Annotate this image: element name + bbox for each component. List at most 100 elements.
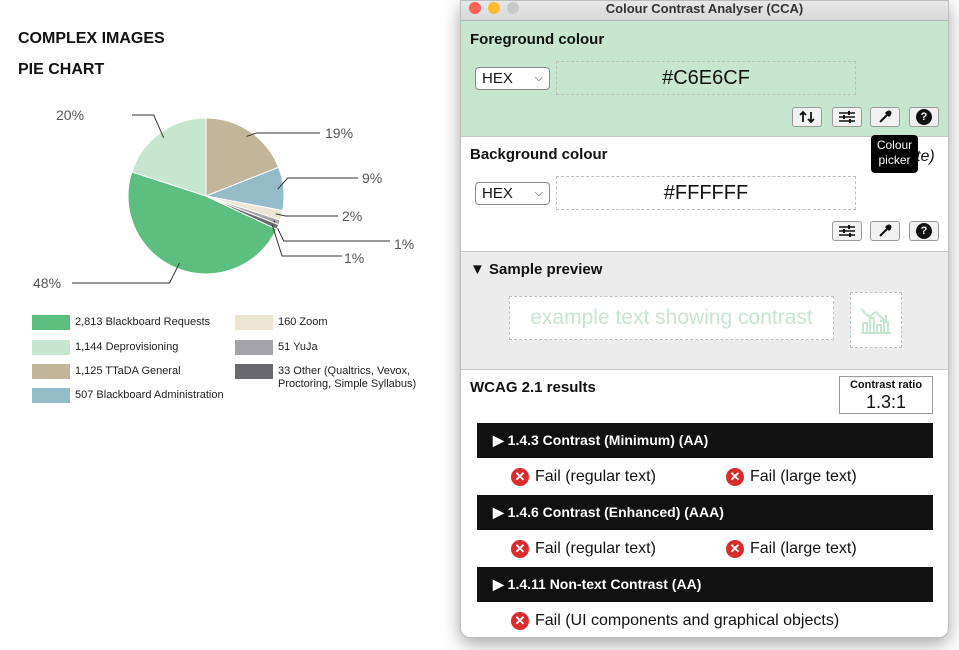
- swap-colours-button[interactable]: [792, 107, 822, 127]
- leader-line: [246, 132, 320, 137]
- help-icon: ?: [916, 223, 932, 239]
- legend-label: 51 YuJa: [278, 341, 318, 353]
- result-text: Fail (regular text): [535, 468, 656, 485]
- cca-window: Colour Contrast Analyser (CCA) Foregroun…: [460, 0, 949, 638]
- legend-item: 160 Zoom: [235, 315, 328, 330]
- leader-line: [273, 220, 390, 242]
- legend-label: 507 Blackboard Administration: [75, 389, 224, 401]
- window-title: Colour Contrast Analyser (CCA): [605, 1, 804, 16]
- foreground-section: Foreground colour HEX ⌵ #C6E6CF ?: [461, 21, 948, 137]
- legend-label: 33 Other (Qualtrics, Vevox,: [278, 365, 411, 377]
- foreground-colour-picker-button[interactable]: [870, 107, 900, 127]
- sample-graphic-preview: [850, 292, 902, 348]
- slice-label: 19%: [325, 125, 353, 141]
- result-text: Fail (large text): [750, 468, 857, 485]
- result-item: ✕ Fail (UI components and graphical objec…: [511, 612, 839, 630]
- zoom-window-button[interactable]: [507, 2, 519, 14]
- legend-swatch: [32, 315, 70, 330]
- partial-hidden-text: te): [916, 148, 935, 165]
- slice-label: 1%: [344, 250, 364, 266]
- background-title: Background colour: [470, 146, 608, 163]
- pie-slice: [205, 195, 280, 230]
- leader-line: [271, 224, 342, 257]
- legend-item: 507 Blackboard Administration: [32, 388, 224, 403]
- wcag-title: WCAG 2.1 results: [470, 379, 596, 396]
- fail-icon: ✕: [511, 540, 529, 558]
- pie-slice: [127, 171, 278, 275]
- slice-label: 9%: [362, 170, 382, 186]
- format-value: HEX: [482, 185, 513, 202]
- legend-label: 160 Zoom: [278, 316, 328, 328]
- colour-picker-tooltip: Colour picker: [871, 135, 918, 173]
- background-help-button[interactable]: ?: [909, 221, 939, 241]
- background-hex-input[interactable]: #FFFFFF: [556, 176, 856, 210]
- pie-slice: [205, 117, 280, 197]
- leader-line: [72, 262, 180, 284]
- chevron-down-icon: ⌵: [534, 187, 543, 199]
- criterion-1-4-11-toggle[interactable]: ▶ 1.4.11 Non-text Contrast (AA): [477, 567, 933, 602]
- fail-icon: ✕: [511, 612, 529, 630]
- legend-item: 2,813 Blackboard Requests: [32, 315, 211, 330]
- legend-item: 1,144 Deprovisioning: [32, 340, 179, 355]
- slice-label: 2%: [342, 208, 362, 224]
- legend-swatch: [235, 315, 273, 330]
- eyedropper-icon: [879, 110, 892, 123]
- result-text: Fail (large text): [750, 540, 857, 557]
- legend-swatch: [32, 388, 70, 403]
- foreground-hex-input[interactable]: #C6E6CF: [556, 61, 856, 95]
- legend-swatch: [235, 364, 273, 379]
- heading-pie-chart: PIE CHART: [18, 61, 105, 78]
- criterion-1-4-6-toggle[interactable]: ▶ 1.4.6 Contrast (Enhanced) (AAA): [477, 495, 933, 530]
- criterion-1-4-3-toggle[interactable]: ▶ 1.4.3 Contrast (Minimum) (AA): [477, 423, 933, 458]
- legend-label: 2,813 Blackboard Requests: [75, 316, 211, 328]
- format-value: HEX: [482, 70, 513, 87]
- legend-item: 33 Other (Qualtrics, Vevox, Proctoring, S…: [235, 364, 416, 391]
- tooltip-line2: picker: [878, 153, 911, 167]
- sample-preview-toggle[interactable]: ▼ Sample preview: [470, 261, 603, 278]
- sample-preview-section: ▼ Sample preview example text showing co…: [461, 252, 948, 370]
- fail-icon: ✕: [726, 540, 744, 558]
- result-item: ✕ Fail (large text): [726, 468, 857, 486]
- title-bar[interactable]: Colour Contrast Analyser (CCA): [461, 1, 948, 21]
- legend-swatch: [32, 340, 70, 355]
- foreground-format-select[interactable]: HEX ⌵: [475, 67, 550, 90]
- background-sliders-button[interactable]: [832, 221, 862, 241]
- chevron-down-icon: ⌵: [534, 72, 543, 84]
- background-format-select[interactable]: HEX ⌵: [475, 182, 550, 205]
- leader-line: [277, 177, 358, 190]
- legend-label: 1,125 TTaDA General: [75, 365, 181, 377]
- swap-icon: [799, 110, 815, 124]
- legend-swatch: [235, 340, 273, 355]
- pie-chart: 48% 20% 19% 9% 2% 1% 1%: [33, 107, 414, 291]
- background-colour-picker-button[interactable]: [870, 221, 900, 241]
- sliders-icon: [839, 111, 855, 123]
- contrast-ratio-value: 1.3:1: [865, 392, 907, 412]
- legend-swatch: [32, 364, 70, 379]
- result-text: Fail (regular text): [535, 540, 656, 557]
- leader-line: [275, 213, 338, 217]
- result-item: ✕ Fail (regular text): [511, 468, 656, 486]
- chart-graphic-icon: [860, 308, 891, 334]
- pie-slice: [131, 117, 207, 197]
- sample-text-preview: example text showing contrast: [509, 296, 834, 340]
- legend-label: 1,144 Deprovisioning: [75, 341, 179, 353]
- background-section: Background colour HEX ⌵ #FFFFFF ?: [461, 137, 948, 252]
- slice-label: 48%: [33, 275, 61, 291]
- slice-label: 20%: [56, 107, 84, 123]
- heading-complex-images: COMPLEX IMAGES: [18, 30, 165, 47]
- wcag-results-section: WCAG 2.1 results Contrast ratio 1.3:1 ▶ …: [461, 370, 948, 637]
- fail-icon: ✕: [726, 468, 744, 486]
- help-icon: ?: [916, 109, 932, 125]
- sliders-icon: [839, 225, 855, 237]
- contrast-ratio-box: Contrast ratio 1.3:1: [839, 376, 933, 414]
- document-area: COMPLEX IMAGES PIE CHART 48% 20% 19% 9% 2% 1%…: [0, 0, 460, 650]
- legend-item: 51 YuJa: [235, 340, 318, 355]
- minimize-window-button[interactable]: [488, 2, 500, 14]
- fail-icon: ✕: [511, 468, 529, 486]
- foreground-help-button[interactable]: ?: [909, 107, 939, 127]
- contrast-ratio-label: Contrast ratio: [849, 379, 923, 391]
- close-window-button[interactable]: [469, 2, 481, 14]
- result-item: ✕ Fail (large text): [726, 540, 857, 558]
- foreground-sliders-button[interactable]: [832, 107, 862, 127]
- result-text: Fail (UI components and graphical object…: [535, 612, 840, 629]
